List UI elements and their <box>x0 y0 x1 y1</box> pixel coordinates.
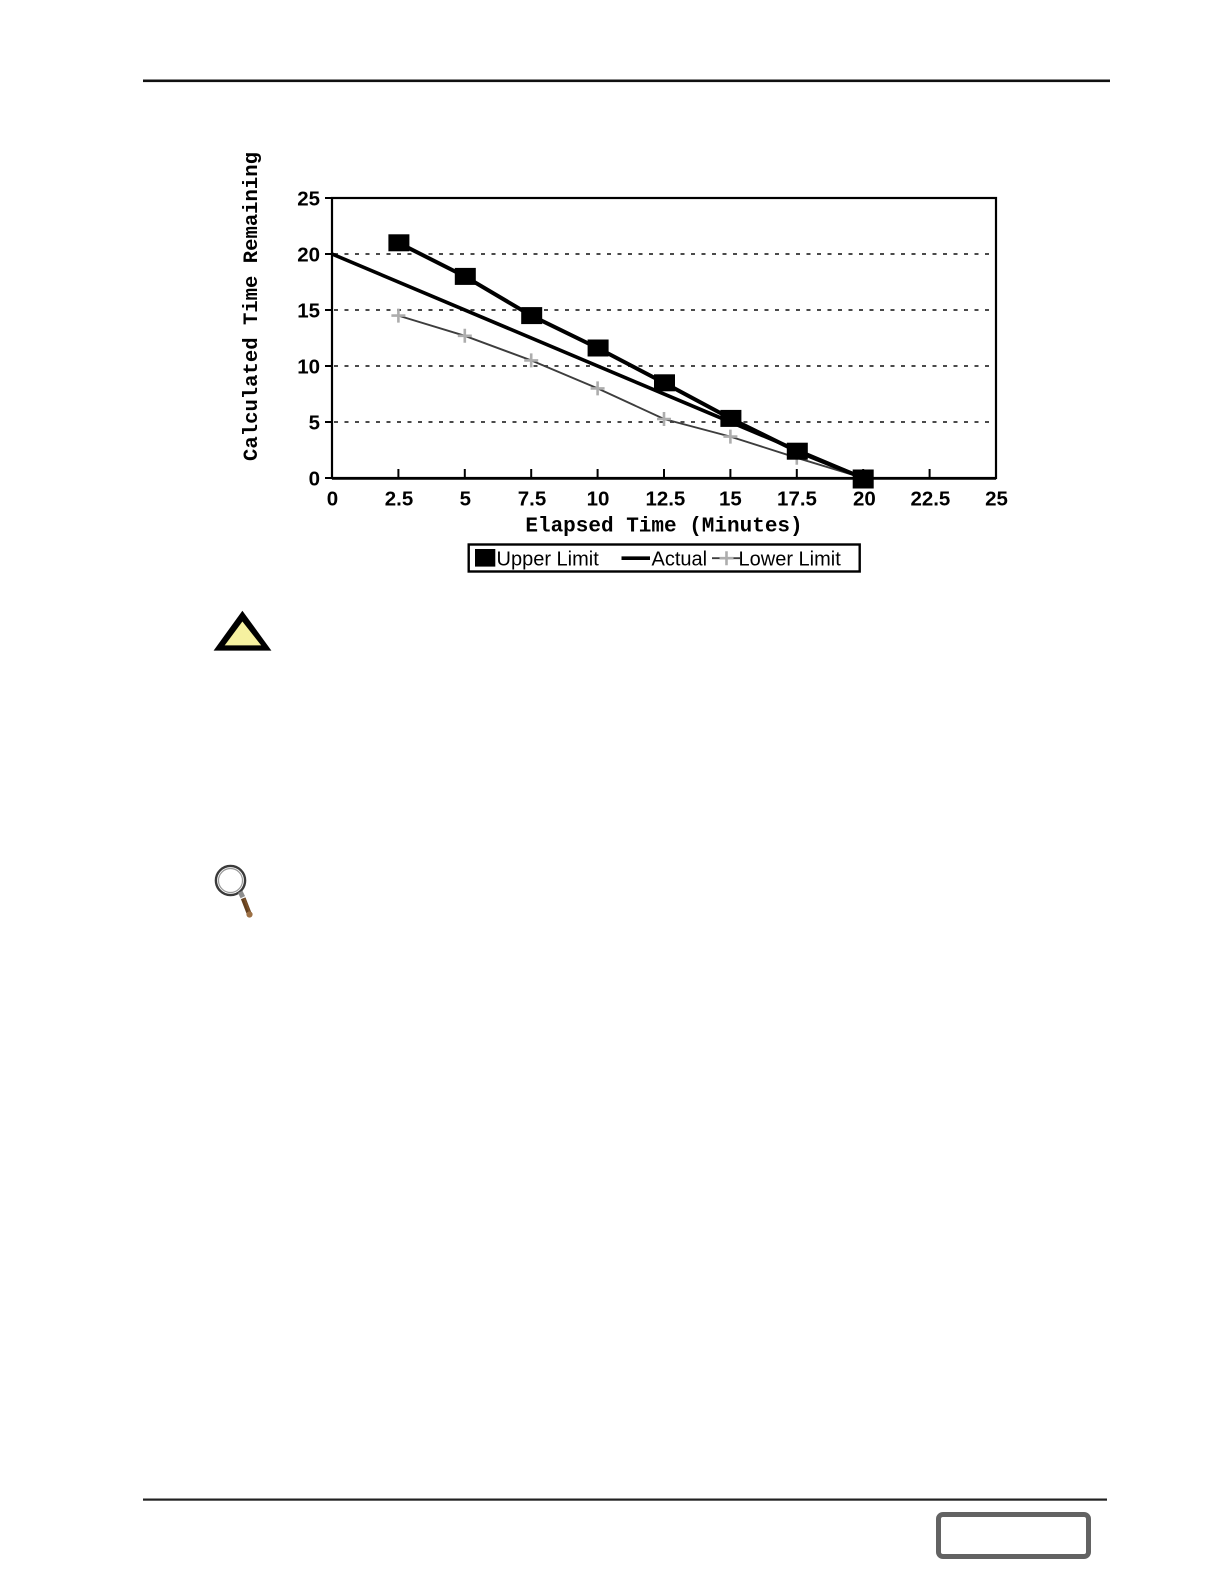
svg-text:Actual: Actual <box>652 548 708 570</box>
svg-text:0: 0 <box>327 488 338 511</box>
svg-text:20: 20 <box>297 243 320 266</box>
svg-text:Lower Limit: Lower Limit <box>739 548 842 570</box>
svg-text:25: 25 <box>985 488 1008 511</box>
svg-text:Calculated Time Remaining: Calculated Time Remaining <box>241 152 264 461</box>
svg-text:10: 10 <box>297 355 320 378</box>
svg-text:25: 25 <box>297 187 320 210</box>
svg-text:22.5: 22.5 <box>910 488 950 511</box>
svg-text:12.5: 12.5 <box>645 488 685 511</box>
svg-text:17.5: 17.5 <box>777 488 817 511</box>
svg-text:15: 15 <box>297 299 320 322</box>
svg-text:2.5: 2.5 <box>385 488 414 511</box>
svg-text:10: 10 <box>587 488 610 511</box>
svg-text:Elapsed Time (Minutes): Elapsed Time (Minutes) <box>525 516 802 539</box>
svg-text:Upper Limit: Upper Limit <box>497 548 600 570</box>
svg-text:5: 5 <box>309 411 320 434</box>
svg-text:7.5: 7.5 <box>518 488 547 511</box>
svg-text:0: 0 <box>309 467 320 490</box>
svg-text:15: 15 <box>719 488 742 511</box>
svg-text:5: 5 <box>460 488 471 511</box>
svg-text:20: 20 <box>853 488 876 511</box>
